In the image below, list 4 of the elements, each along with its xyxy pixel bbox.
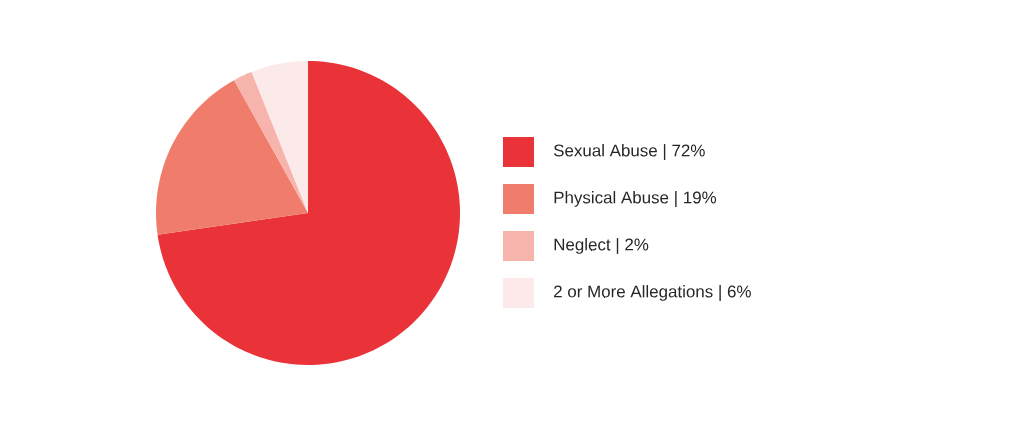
legend-label: 2 or More Allegations | 6% [554,285,751,301]
legend-label: Sexual Abuse | 72% [553,144,705,160]
legend-label: Physical Abuse | 19% [554,191,717,207]
legend-label: Neglect | 2% [554,238,649,254]
